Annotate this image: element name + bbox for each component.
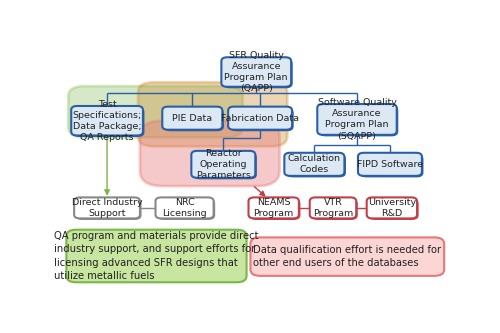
Text: Calculation
Codes: Calculation Codes xyxy=(288,154,341,174)
Text: Direct Industry
Support: Direct Industry Support xyxy=(72,198,142,218)
FancyBboxPatch shape xyxy=(164,108,224,131)
FancyBboxPatch shape xyxy=(228,107,292,130)
Text: NRC
Licensing: NRC Licensing xyxy=(162,198,207,218)
FancyBboxPatch shape xyxy=(248,197,299,218)
FancyBboxPatch shape xyxy=(222,57,291,87)
FancyBboxPatch shape xyxy=(162,107,222,130)
Text: QA program and materials provide direct
industry support, and support efforts fo: QA program and materials provide direct … xyxy=(54,231,258,281)
FancyBboxPatch shape xyxy=(68,86,242,138)
FancyBboxPatch shape xyxy=(66,230,246,282)
FancyBboxPatch shape xyxy=(366,197,417,218)
FancyBboxPatch shape xyxy=(157,199,215,220)
FancyBboxPatch shape xyxy=(286,154,346,177)
Text: Reactor
Operating
Parameters: Reactor Operating Parameters xyxy=(196,149,251,180)
FancyBboxPatch shape xyxy=(368,199,418,220)
FancyBboxPatch shape xyxy=(138,82,287,147)
FancyBboxPatch shape xyxy=(284,153,344,176)
FancyBboxPatch shape xyxy=(230,108,294,131)
Text: FIPD Software: FIPD Software xyxy=(357,160,423,169)
FancyBboxPatch shape xyxy=(73,108,144,137)
Text: NEAMS
Program: NEAMS Program xyxy=(254,198,294,218)
FancyBboxPatch shape xyxy=(156,197,214,218)
FancyBboxPatch shape xyxy=(319,106,398,137)
Text: Test
Specifications;
Data Package;
QA Reports: Test Specifications; Data Package; QA Re… xyxy=(72,100,142,142)
FancyBboxPatch shape xyxy=(74,197,140,218)
Text: PIE Data: PIE Data xyxy=(172,114,212,123)
FancyBboxPatch shape xyxy=(140,121,280,186)
FancyBboxPatch shape xyxy=(358,153,422,176)
FancyBboxPatch shape xyxy=(310,197,356,218)
Text: Fabrication Data: Fabrication Data xyxy=(221,114,299,123)
FancyBboxPatch shape xyxy=(360,154,424,177)
Text: SFR Quality
Assurance
Program Plan
(QAPP): SFR Quality Assurance Program Plan (QAPP… xyxy=(224,51,288,93)
FancyBboxPatch shape xyxy=(318,104,396,135)
FancyBboxPatch shape xyxy=(192,151,256,178)
Text: University
R&D: University R&D xyxy=(368,198,416,218)
FancyBboxPatch shape xyxy=(223,59,292,88)
Text: Software Quality
Assurance
Program Plan
(SQAPP): Software Quality Assurance Program Plan … xyxy=(318,98,396,141)
FancyBboxPatch shape xyxy=(71,106,143,136)
FancyBboxPatch shape xyxy=(312,199,358,220)
FancyBboxPatch shape xyxy=(250,199,300,220)
FancyBboxPatch shape xyxy=(76,199,142,220)
Text: VTR
Program: VTR Program xyxy=(313,198,353,218)
Text: Data qualification effort is needed for
other end users of the databases: Data qualification effort is needed for … xyxy=(254,245,442,268)
FancyBboxPatch shape xyxy=(250,237,444,276)
FancyBboxPatch shape xyxy=(193,153,257,179)
